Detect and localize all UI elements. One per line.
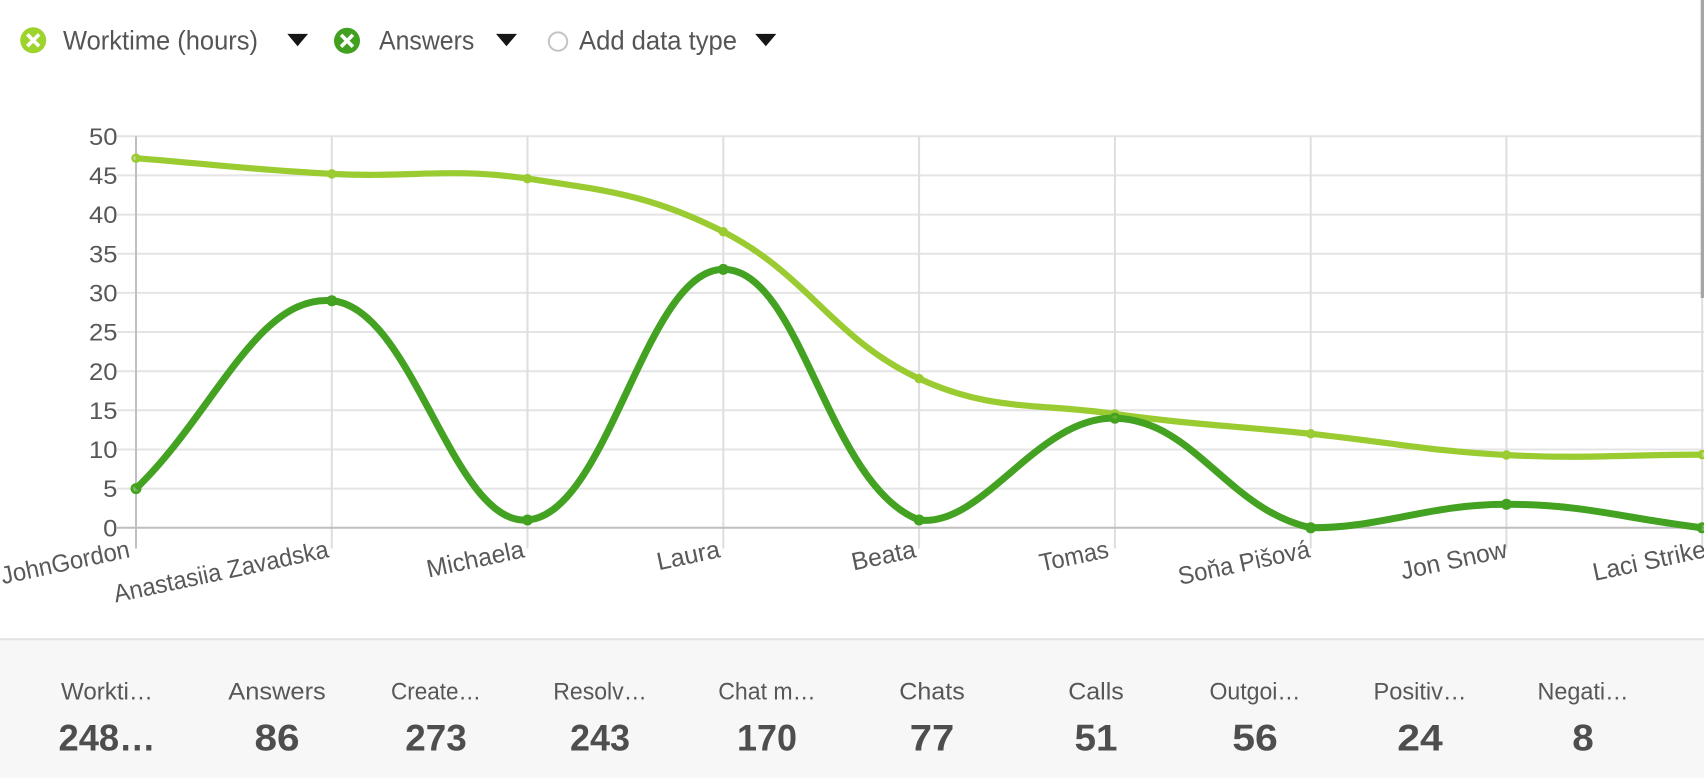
svg-text:56: 56 <box>1232 718 1278 759</box>
svg-text:8: 8 <box>1572 718 1594 759</box>
svg-text:Resolv…: Resolv… <box>553 678 647 705</box>
svg-text:5: 5 <box>103 476 117 503</box>
svg-text:50: 50 <box>89 124 118 151</box>
svg-text:Answers: Answers <box>228 678 326 705</box>
svg-text:243: 243 <box>570 718 630 759</box>
svg-text:Answers: Answers <box>379 25 474 55</box>
svg-text:248…: 248… <box>59 718 156 759</box>
svg-text:Worktime (hours): Worktime (hours) <box>63 25 258 55</box>
svg-text:86: 86 <box>255 718 300 759</box>
svg-text:40: 40 <box>89 202 118 229</box>
svg-text:51: 51 <box>1075 718 1118 759</box>
svg-text:Create…: Create… <box>391 678 481 705</box>
svg-text:25: 25 <box>89 320 118 347</box>
svg-text:Outgoi…: Outgoi… <box>1210 678 1301 705</box>
svg-text:15: 15 <box>89 398 118 425</box>
svg-text:10: 10 <box>89 437 118 464</box>
svg-text:Workti…: Workti… <box>61 678 153 705</box>
svg-text:0: 0 <box>103 515 117 542</box>
svg-text:Chat m…: Chat m… <box>718 678 816 705</box>
svg-text:170: 170 <box>737 718 797 759</box>
svg-text:Chats: Chats <box>899 678 965 705</box>
svg-text:30: 30 <box>89 281 118 308</box>
svg-text:24: 24 <box>1397 718 1443 759</box>
svg-text:77: 77 <box>910 718 955 759</box>
svg-text:20: 20 <box>89 359 118 386</box>
svg-text:Add data type: Add data type <box>579 25 737 55</box>
svg-text:Calls: Calls <box>1068 678 1124 705</box>
svg-text:273: 273 <box>405 718 467 759</box>
svg-text:35: 35 <box>89 241 118 268</box>
svg-text:Negati…: Negati… <box>1538 678 1629 705</box>
svg-text:45: 45 <box>89 163 118 190</box>
svg-text:Positiv…: Positiv… <box>1374 678 1467 705</box>
